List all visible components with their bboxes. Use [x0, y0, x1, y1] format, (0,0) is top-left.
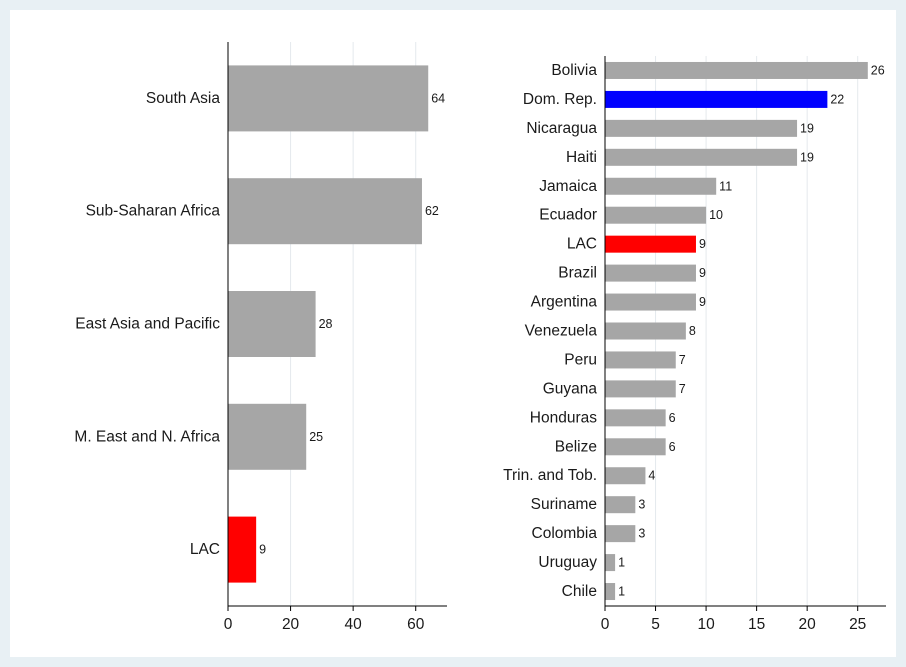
right-category-label: Suriname: [531, 496, 597, 513]
right-bar: [605, 235, 696, 253]
left-data-label: 62: [425, 204, 439, 218]
right-data-label: 4: [648, 469, 655, 483]
right-bar: [605, 119, 798, 137]
right-data-label: 6: [669, 440, 676, 454]
right-bar: [605, 554, 616, 572]
right-data-label: 8: [689, 324, 696, 338]
right-bar: [605, 148, 798, 166]
right-data-label: 19: [800, 150, 814, 164]
right-category-label: Trin. and Tob.: [503, 467, 597, 484]
right-x-tick-label: 25: [849, 616, 866, 633]
right-data-label: 7: [679, 353, 686, 367]
right-category-label: Nicaragua: [526, 120, 597, 137]
right-bar: [605, 438, 666, 456]
right-data-label: 26: [871, 63, 885, 77]
left-x-tick-label: 20: [282, 616, 300, 633]
right-category-label: Guyana: [543, 380, 598, 397]
right-data-label: 1: [618, 585, 625, 599]
right-data-label: 9: [699, 266, 706, 280]
right-data-label: 9: [699, 237, 706, 251]
right-category-label: Honduras: [530, 409, 597, 426]
left-data-label: 25: [309, 430, 323, 444]
right-x-tick-label: 10: [697, 616, 715, 633]
right-bar: [605, 61, 868, 79]
right-data-label: 3: [638, 527, 645, 541]
left-category-label: South Asia: [146, 90, 220, 107]
left-category-label: East Asia and Pacific: [75, 316, 220, 333]
right-x-tick-label: 20: [799, 616, 817, 633]
left-x-tick-label: 60: [407, 616, 425, 633]
right-bar: [605, 90, 828, 108]
right-bar: [605, 293, 696, 311]
right-bar: [605, 525, 636, 543]
left-data-label: 9: [259, 543, 266, 557]
right-category-label: Brazil: [558, 265, 597, 282]
right-bar: [605, 322, 686, 340]
right-category-label: LAC: [567, 236, 597, 253]
right-data-label: 11: [719, 179, 732, 193]
left-category-label: M. East and N. Africa: [74, 428, 220, 445]
right-data-label: 7: [679, 382, 686, 396]
right-bar: [605, 380, 676, 398]
right-bar: [605, 177, 717, 195]
right-x-tick-label: 15: [748, 616, 765, 633]
chart-figure: South Asia 64 Sub-Saharan Africa 62 East Asi…: [10, 10, 896, 657]
left-data-label: 64: [431, 91, 445, 105]
right-data-label: 1: [618, 556, 625, 570]
right-bar: [605, 409, 666, 427]
left-bar: [228, 516, 257, 583]
right-x-tick-label: 0: [601, 616, 610, 633]
right-bar: [605, 264, 696, 282]
right-category-label: Uruguay: [538, 554, 597, 571]
left-bar: [228, 291, 316, 357]
right-category-label: Peru: [564, 351, 597, 368]
right-category-label: Argentina: [531, 294, 598, 311]
right-data-label: 22: [830, 92, 844, 106]
right-data-label: 9: [699, 295, 706, 309]
right-category-label: Belize: [555, 438, 597, 455]
right-data-label: 10: [709, 208, 723, 222]
right-data-label: 3: [638, 498, 645, 512]
right-bar: [605, 206, 707, 224]
right-category-label: Venezuela: [525, 323, 598, 340]
right-category-label: Chile: [562, 583, 597, 600]
right-bar: [605, 467, 646, 485]
left-bar: [228, 65, 429, 132]
right-bar: [605, 496, 636, 514]
right-category-label: Ecuador: [539, 207, 597, 224]
right-bar: [605, 583, 616, 601]
right-x-tick-label: 5: [651, 616, 660, 633]
left-x-tick-label: 0: [224, 616, 233, 633]
right-data-label: 19: [800, 121, 814, 135]
right-category-label: Jamaica: [539, 178, 597, 195]
right-category-label: Colombia: [532, 525, 598, 542]
right-bar: [605, 351, 676, 369]
left-category-label: Sub-Saharan Africa: [86, 203, 221, 220]
left-bar: [228, 403, 307, 470]
right-data-label: 6: [669, 411, 676, 425]
right-category-label: Dom. Rep.: [523, 91, 597, 108]
left-x-tick-label: 40: [345, 616, 363, 633]
right-category-label: Haiti: [566, 149, 597, 166]
left-bar: [228, 178, 422, 245]
left-data-label: 28: [319, 317, 333, 331]
left-category-label: LAC: [190, 541, 220, 558]
right-category-label: Bolivia: [551, 62, 597, 79]
left-panel: South Asia 64 Sub-Saharan Africa 62 East Asi…: [74, 42, 447, 633]
